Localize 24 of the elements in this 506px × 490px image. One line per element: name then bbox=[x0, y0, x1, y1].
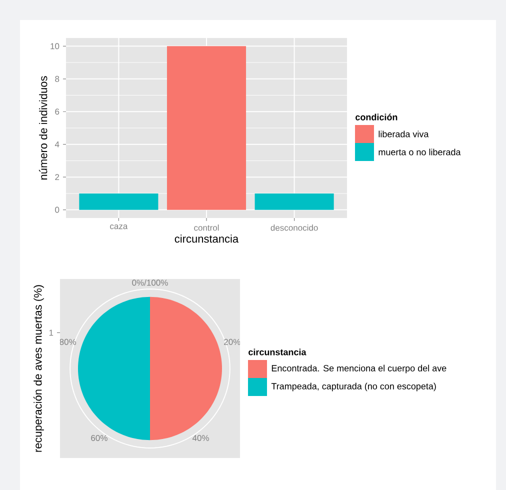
x-tick-label: desconocido bbox=[270, 224, 318, 231]
y-axis-title: número de individuos bbox=[38, 76, 48, 180]
text: 20% bbox=[224, 338, 240, 345]
text: 0%/100% bbox=[132, 279, 168, 286]
text: recuperación de aves muertas (%) bbox=[34, 285, 44, 452]
x-tick-label: control bbox=[194, 224, 219, 231]
legend-title: circunstancia bbox=[248, 348, 306, 356]
legend-label: Encontrada. Se menciona el cuerpo del ave bbox=[272, 364, 446, 374]
x-tick-label: caza bbox=[110, 224, 128, 230]
y-tick-label: 4 bbox=[54, 141, 60, 148]
legend-label: muerta o no liberada bbox=[378, 148, 461, 156]
text: 40% bbox=[192, 434, 209, 442]
y-tick-label: 2 bbox=[55, 174, 60, 180]
y-tick-label: 6 bbox=[55, 108, 60, 115]
text: 1 bbox=[49, 330, 54, 336]
x-axis-title: circunstancia bbox=[174, 234, 239, 243]
text: 60% bbox=[91, 434, 108, 442]
legend-label: liberada viva bbox=[378, 130, 429, 138]
legend-label: Trampeada, capturada (no con escopeta) bbox=[271, 382, 436, 392]
y-tick-label: 10 bbox=[50, 43, 60, 50]
text: 80% bbox=[60, 338, 76, 345]
y-tick-label: 8 bbox=[55, 76, 60, 82]
legend-title: condición bbox=[356, 114, 398, 120]
y-tick-label: 0 bbox=[55, 206, 60, 213]
